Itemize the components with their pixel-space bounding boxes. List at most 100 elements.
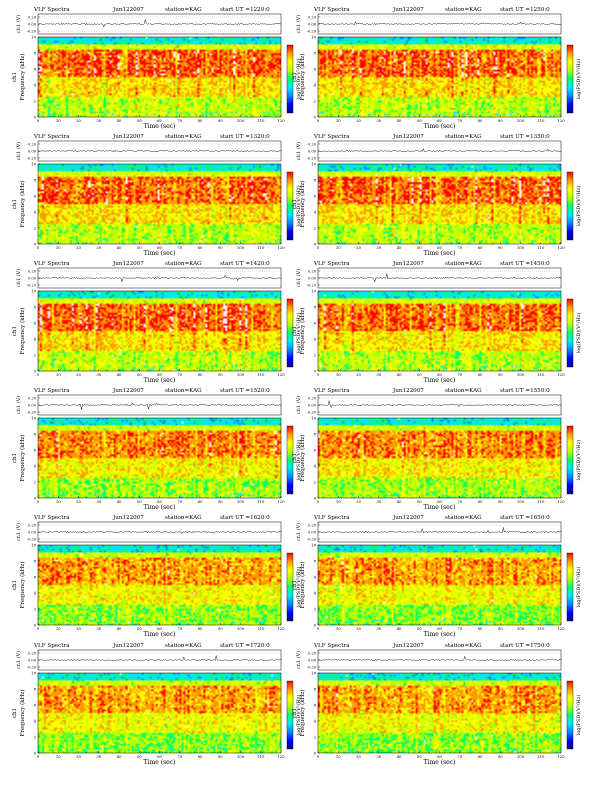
spectrogram-xtick-label: 40: [117, 245, 122, 250]
spectrogram-xtick-label: 120: [277, 245, 285, 250]
spectrogram-xtick-label: 120: [277, 118, 285, 123]
panel-title: VLF Spectra: [33, 261, 70, 267]
waveform-ytick-label: -0.20: [307, 411, 317, 415]
waveform-ytick-label: -0.20: [307, 157, 317, 161]
spectrogram-ylabel-channel: ch1: [292, 199, 298, 209]
spectrogram-ytick-label: 0: [34, 242, 37, 247]
spectrogram-xtick-label: 20: [76, 754, 81, 759]
spectrogram-image: [38, 545, 281, 625]
waveform-ytick-label: 0.00: [308, 23, 317, 27]
spectrogram-ylabel: Frequency (kHz): [19, 562, 26, 609]
spectrogram-ytick-label: 2: [34, 607, 37, 612]
spectrogram-xtick-label: 100: [517, 372, 525, 377]
spectrogram-ylabel-channel: ch1: [12, 580, 18, 590]
spectrogram-ytick-label: 8: [314, 432, 317, 437]
panel-1620-0: VLF Spectra Jun122007 station=KAG start UT …: [12, 515, 302, 638]
colorbar: [566, 298, 574, 368]
spectrogram-xtick-label: 30: [96, 372, 101, 377]
spectrogram-image: [38, 37, 281, 117]
spectrogram-ytick-label: 6: [314, 321, 317, 326]
spectrogram-xtick-label: 30: [96, 245, 101, 250]
spectrogram-xtick-label: 90: [218, 754, 223, 759]
spectrogram-ytick-label: 6: [314, 67, 317, 72]
spectrogram-ylabel: Frequency (kHz): [19, 690, 26, 737]
waveform-ytick-label: 0.20: [308, 397, 317, 401]
panel-station: station=KAG: [165, 134, 202, 140]
spectrogram-xtick-label: 100: [517, 118, 525, 123]
panel-start-ut: start UT =1250:0: [500, 7, 550, 13]
spectrogram-xtick-label: 20: [76, 499, 81, 504]
spectrogram-ytick-label: 2: [314, 353, 317, 358]
panel-start-ut: start UT =1220:0: [220, 7, 270, 13]
spectrogram-xtick-label: 70: [457, 118, 462, 123]
colorbar-label: log(PSD)(V²/Hz): [295, 567, 302, 608]
panel-station: station=KAG: [165, 7, 202, 13]
spectrogram-xtick-label: 100: [517, 499, 525, 504]
panel-station: station=KAG: [445, 388, 482, 394]
colorbar-label: log(PSD)(V²/Hz): [575, 440, 582, 481]
spectrogram-xtick-label: 60: [157, 499, 162, 504]
spectrogram-xtick-label: 80: [198, 754, 203, 759]
spectrogram-xlabel: Time (sec): [424, 504, 456, 511]
spectrogram-ylabel-channel: ch1: [12, 453, 18, 463]
spectrogram-xtick-label: 20: [76, 245, 81, 250]
waveform-ytick-label: -0.20: [27, 30, 37, 34]
waveform-trace: [37, 149, 282, 153]
colorbar: [286, 171, 294, 241]
spectrogram-xtick-label: 0: [37, 245, 40, 250]
spectrogram-ytick-label: 4: [34, 719, 37, 724]
spectrogram-xtick-label: 20: [356, 626, 361, 631]
panel-start-ut: start UT =1620:0: [220, 515, 270, 521]
waveform-ytick-label: -0.20: [27, 284, 37, 288]
spectrogram-ytick-label: 10: [311, 416, 316, 421]
spectrogram-ytick-label: 10: [311, 543, 316, 548]
waveform-trace: [37, 19, 282, 28]
colorbar-label: log(PSD)(V²/Hz): [575, 695, 582, 736]
spectrogram-ylabel-channel: ch1: [12, 708, 18, 718]
waveform-ytick-label: 0.00: [28, 659, 37, 663]
spectrogram-ytick-label: 4: [314, 464, 317, 469]
spectrogram-ytick-label: 0: [34, 496, 37, 501]
waveform-ylabel: ch1 (V): [15, 269, 22, 287]
spectrogram-xtick-label: 20: [356, 245, 361, 250]
panel-date: Jun122007: [392, 643, 424, 649]
spectrogram-ytick-label: 0: [314, 751, 317, 756]
panel-1450-0: VLF Spectra Jun122007 station=KAG start UT …: [292, 261, 582, 384]
waveform-ylabel: ch1 (V): [15, 142, 22, 160]
spectrogram-xtick-label: 30: [96, 754, 101, 759]
spectrogram-xtick-label: 120: [277, 626, 285, 631]
waveform-ytick-label: -0.20: [307, 284, 317, 288]
panel-start-ut: start UT =1450:0: [500, 261, 550, 267]
spectrogram-xtick-label: 20: [356, 499, 361, 504]
panel-start-ut: start UT =1320:0: [220, 134, 270, 140]
spectrogram-xtick-label: 110: [537, 245, 545, 250]
spectrogram-ytick-label: 0: [314, 242, 317, 247]
spectrogram-xtick-label: 60: [157, 118, 162, 123]
panel-station: station=KAG: [445, 643, 482, 649]
colorbar: [566, 552, 574, 622]
panel-1550-0: VLF Spectra Jun122007 station=KAG start UT …: [292, 388, 582, 511]
spectrogram-xtick-label: 0: [37, 754, 40, 759]
spectrogram-xtick-label: 40: [397, 626, 402, 631]
spectrogram-xtick-label: 80: [478, 372, 483, 377]
spectrogram-ytick-label: 2: [34, 480, 37, 485]
waveform-ylabel: ch1 (V): [295, 269, 302, 287]
panel-title: VLF Spectra: [313, 388, 350, 394]
spectrogram-xtick-label: 90: [218, 626, 223, 631]
waveform-ytick-label: 0.20: [308, 16, 317, 20]
waveform-trace: [37, 402, 282, 410]
spectrogram-xtick-label: 70: [177, 626, 182, 631]
spectrogram-xtick-label: 30: [376, 499, 381, 504]
panel-station: station=KAG: [445, 515, 482, 521]
panel-title: VLF Spectra: [313, 515, 350, 521]
waveform-ytick-label: -0.20: [27, 157, 37, 161]
panel-start-ut: start UT =1420:0: [220, 261, 270, 267]
waveform-trace: [317, 147, 562, 153]
spectrogram-xtick-label: 90: [498, 245, 503, 250]
panel-1320-0: VLF Spectra Jun122007 station=KAG start UT …: [12, 134, 302, 257]
spectrogram-xtick-label: 30: [376, 245, 381, 250]
panel-date: Jun122007: [112, 515, 144, 521]
spectrogram-xtick-label: 120: [277, 372, 285, 377]
panel-station: station=KAG: [165, 388, 202, 394]
spectrogram-ytick-label: 8: [314, 559, 317, 564]
